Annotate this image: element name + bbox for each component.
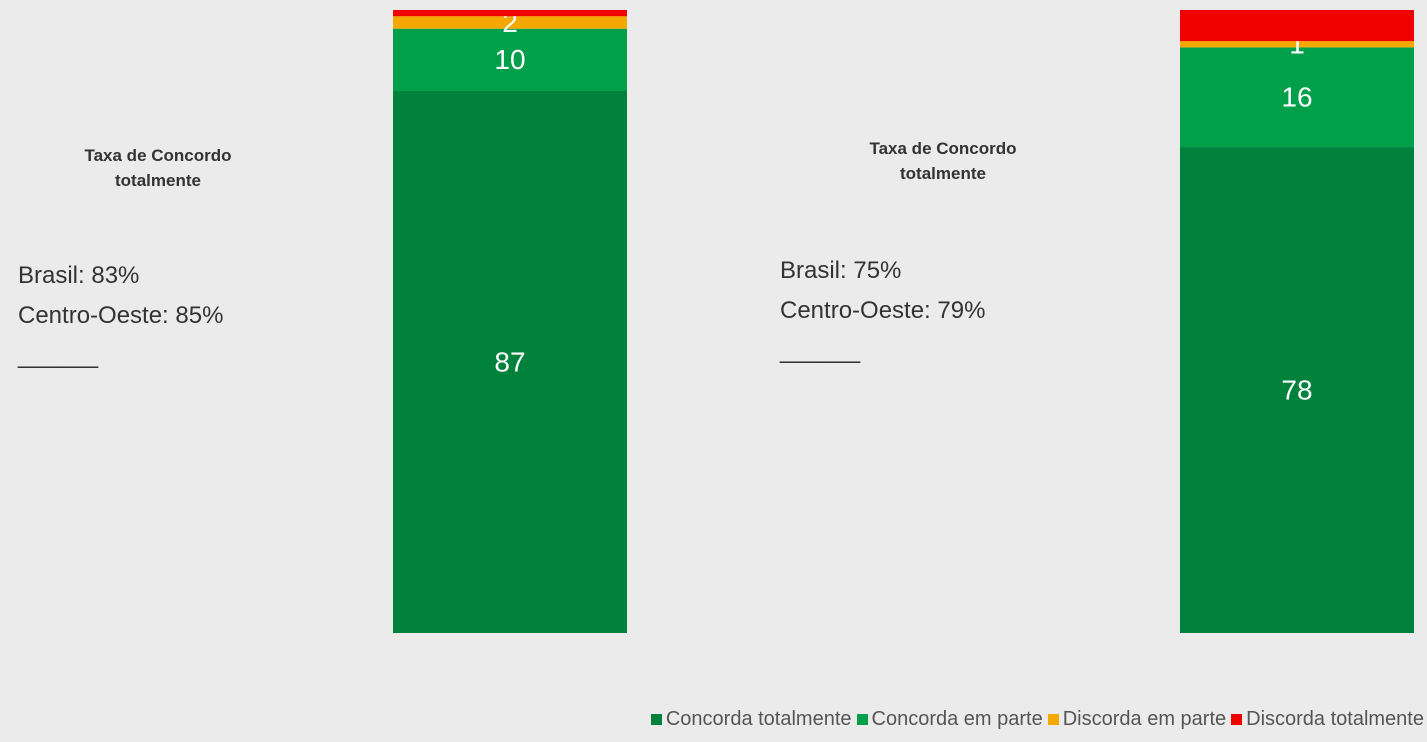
legend-label: Discorda totalmente <box>1246 708 1424 730</box>
bar-segment <box>393 16 627 29</box>
annotation-title: Taxa de Concordo totalmente <box>869 139 1017 183</box>
legend-swatch <box>1047 714 1059 725</box>
bar-segment <box>393 10 627 17</box>
data-label: 10 <box>494 44 525 75</box>
legend-label: Concorda totalmente <box>665 708 852 730</box>
bar-segment <box>393 28 627 91</box>
data-label: 16 <box>1281 82 1312 113</box>
legend: Concorda totalmente Concorda em parte Disc… <box>646 708 1424 731</box>
data-label: 87 <box>494 346 525 377</box>
annotation-text: Centro-Oeste: 85% <box>18 302 224 329</box>
annotation-text: ______ <box>780 337 861 364</box>
data-label: 78 <box>1281 374 1312 405</box>
bar-segment <box>1180 47 1414 148</box>
annotation-text: Brasil: 83% <box>18 262 140 289</box>
annotation-title: Taxa de Concordo totalmente <box>84 146 232 190</box>
bar-segment <box>393 90 627 634</box>
annotation-text: Centro-Oeste: 79% <box>780 297 986 324</box>
annotation-text: Brasil: 75% <box>780 257 902 284</box>
bar-segment <box>1180 10 1414 42</box>
bar-segment <box>1180 41 1414 48</box>
legend-label: Discorda em parte <box>1062 708 1227 730</box>
legend-swatch <box>650 714 662 725</box>
bar-segment <box>1180 147 1414 633</box>
annotation-text: ______ <box>18 342 99 369</box>
legend-label: Concorda em parte <box>871 708 1043 730</box>
legend-swatch <box>856 714 868 725</box>
legend-swatch <box>1231 714 1243 725</box>
